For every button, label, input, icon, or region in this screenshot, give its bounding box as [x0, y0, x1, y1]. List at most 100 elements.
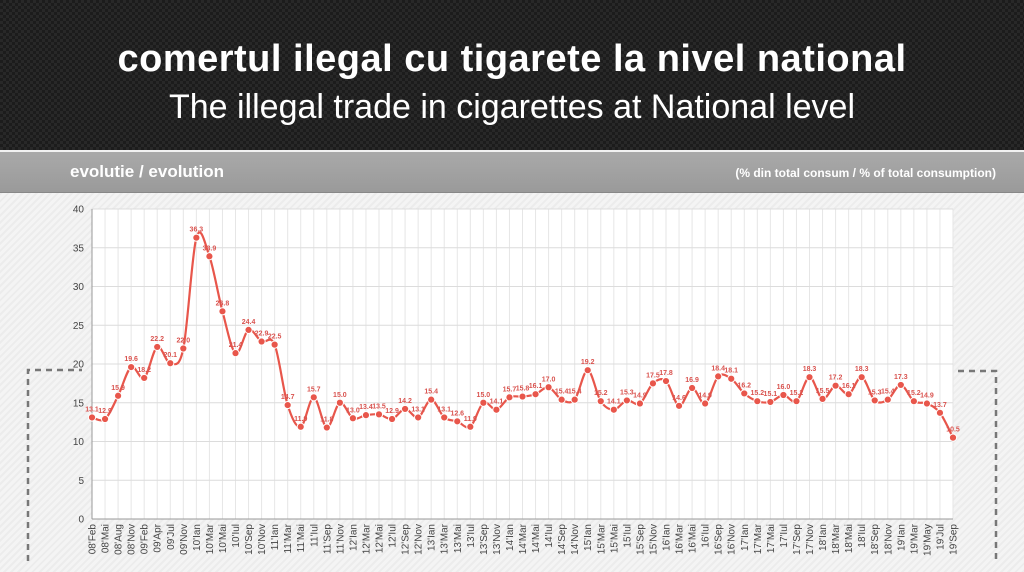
data-label: 17.0 — [542, 376, 556, 383]
data-label: 36.3 — [190, 227, 204, 234]
x-tick-label: 15'Mar — [596, 523, 607, 554]
x-tick-label: 16'Iul — [701, 524, 712, 548]
data-label: 13.1 — [411, 406, 425, 413]
data-label: 22.9 — [255, 331, 269, 338]
data-point — [505, 393, 514, 402]
data-point — [335, 398, 344, 407]
data-point — [661, 376, 671, 386]
x-tick-label: 13'Ian — [427, 524, 438, 551]
data-label: 14.9 — [633, 393, 647, 400]
x-tick-label: 13'Sep — [479, 524, 490, 555]
data-label: 18.4 — [711, 365, 725, 372]
unit-note: (% din total consum / % of total consump… — [735, 166, 996, 180]
data-label: 33.9 — [203, 245, 217, 252]
data-label: 15.5 — [816, 388, 830, 395]
x-tick-label: 16'Ian — [662, 524, 673, 551]
data-label: 15.2 — [907, 390, 921, 397]
data-point — [805, 373, 814, 382]
data-point — [309, 393, 318, 402]
data-point — [648, 379, 658, 388]
data-point — [870, 396, 879, 405]
data-label: 18.3 — [803, 366, 817, 373]
data-point — [701, 399, 710, 408]
x-tick-label: 13'Mar — [440, 523, 451, 554]
x-tick-label: 17'Mar — [753, 523, 764, 554]
x-tick-label: 18'Mar — [831, 523, 842, 554]
data-label: 16.0 — [777, 384, 791, 391]
x-tick-label: 16'Mar — [675, 523, 686, 554]
data-label: 10.5 — [946, 427, 960, 434]
x-tick-label: 09'Feb — [140, 524, 151, 555]
x-tick-label: 15'Mai — [609, 524, 620, 553]
x-tick-label: 17'Mai — [766, 524, 777, 553]
data-label: 14.9 — [920, 393, 934, 400]
data-label: 15.0 — [477, 392, 491, 399]
y-tick-label: 10 — [73, 437, 85, 448]
data-point — [818, 394, 827, 403]
data-label: 24.4 — [242, 319, 256, 326]
data-label: 16.1 — [529, 383, 543, 390]
data-label: 17.8 — [659, 370, 673, 377]
data-label: 18.3 — [855, 366, 869, 373]
data-label: 22.2 — [150, 336, 164, 343]
data-point — [570, 395, 579, 404]
data-label: 16.1 — [842, 383, 856, 390]
header-banner: comertul ilegal cu tigarete la nivel nat… — [0, 0, 1024, 150]
x-tick-label: 17'Nov — [805, 524, 816, 555]
data-point — [100, 414, 110, 424]
data-label: 15.4 — [555, 389, 569, 396]
data-point — [427, 395, 436, 404]
data-point — [244, 325, 253, 334]
data-point — [596, 397, 605, 406]
data-label: 18.2 — [137, 367, 151, 374]
x-tick-label: 17'Sep — [792, 524, 803, 555]
x-tick-label: 12'Iul — [388, 524, 399, 548]
data-point — [792, 397, 801, 406]
y-tick-label: 35 — [73, 243, 85, 254]
data-label: 13.0 — [346, 407, 360, 414]
data-label: 13.1 — [437, 406, 451, 413]
data-label: 26.8 — [216, 300, 230, 307]
y-tick-label: 0 — [78, 515, 84, 526]
data-label: 17.5 — [646, 372, 660, 379]
data-point — [622, 396, 631, 405]
data-point — [883, 395, 892, 404]
data-label: 14.9 — [698, 393, 712, 400]
x-tick-label: 19'Sep — [949, 524, 960, 555]
data-point — [909, 397, 918, 406]
data-label: 12.9 — [385, 408, 399, 415]
data-label: 15.7 — [503, 386, 517, 393]
data-point — [518, 392, 527, 401]
data-point — [831, 381, 840, 390]
data-label: 15.2 — [790, 390, 804, 397]
x-tick-label: 18'Sep — [870, 524, 881, 555]
data-label: 15.9 — [111, 385, 125, 392]
data-label: 19.6 — [124, 356, 138, 363]
x-tick-label: 18'Mai — [844, 524, 855, 553]
data-label: 22.0 — [177, 338, 191, 345]
data-label: 13.5 — [372, 403, 386, 410]
data-point — [466, 422, 475, 431]
x-tick-label: 16'Nov — [727, 524, 738, 555]
data-point — [270, 340, 279, 349]
x-tick-label: 08'Aug — [114, 524, 125, 555]
x-tick-label: 11'Nov — [335, 524, 346, 554]
data-label: 15.2 — [751, 390, 765, 397]
x-tick-label: 09'Nov — [179, 524, 190, 555]
data-label: 11.9 — [294, 416, 307, 423]
x-tick-label: 16'Sep — [714, 524, 725, 555]
data-point — [192, 233, 201, 242]
data-label: 15.4 — [881, 389, 895, 396]
y-tick-label: 40 — [73, 205, 85, 216]
data-point — [922, 399, 932, 408]
data-label: 19.2 — [581, 359, 595, 366]
y-tick-label: 25 — [73, 321, 85, 332]
data-label: 16.9 — [685, 377, 699, 384]
x-tick-label: 14'Nov — [570, 524, 581, 555]
data-point — [322, 423, 331, 432]
data-point — [440, 413, 449, 422]
data-label: 14.7 — [281, 394, 295, 401]
data-point — [714, 372, 723, 381]
x-tick-label: 15'Ian — [583, 524, 594, 551]
data-label: 15.4 — [424, 389, 438, 396]
